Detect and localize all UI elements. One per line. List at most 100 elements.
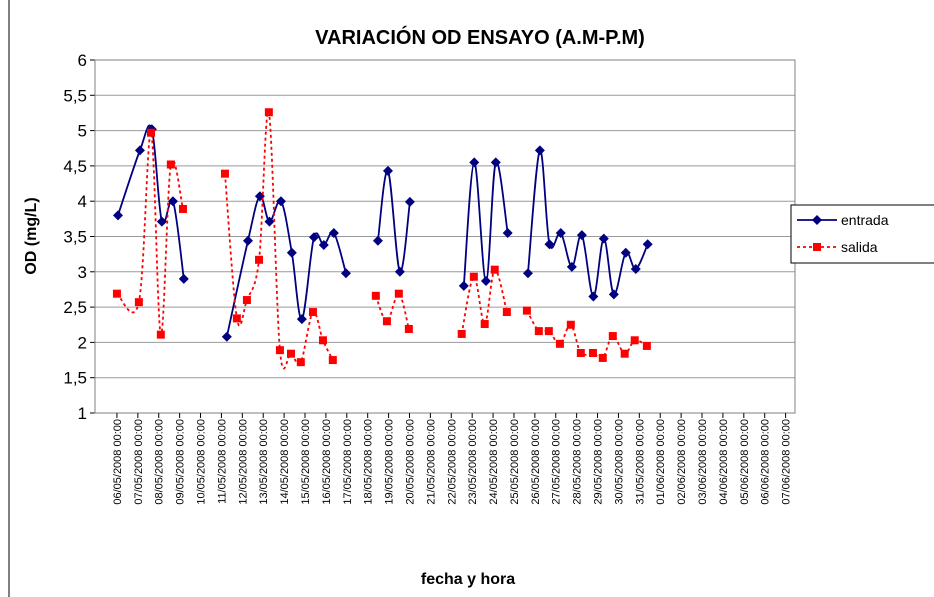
marker: [275, 346, 284, 355]
x-tick-label: 12/05/2008 00:00: [237, 419, 249, 505]
marker: [534, 327, 543, 336]
chart-frame: [8, 0, 934, 597]
x-tick-label: 01/06/2008 00:00: [655, 419, 667, 505]
marker: [469, 157, 480, 168]
marker: [458, 280, 469, 291]
x-tick-label: 31/05/2008 00:00: [634, 419, 646, 505]
x-tick-label: 22/05/2008 00:00: [446, 419, 458, 505]
marker: [255, 255, 264, 264]
y-tick-label: 6: [78, 51, 87, 70]
marker: [576, 348, 585, 357]
marker: [534, 145, 545, 156]
marker: [457, 329, 466, 338]
x-tick-label: 23/05/2008 00:00: [467, 419, 479, 505]
marker: [394, 266, 405, 277]
marker: [134, 145, 145, 156]
marker: [598, 353, 607, 362]
x-tick-label: 07/05/2008 00:00: [133, 419, 145, 505]
y-tick-label: 1,5: [63, 369, 87, 388]
marker: [502, 308, 511, 317]
x-tick-label: 26/05/2008 00:00: [530, 419, 542, 505]
chart-title: VARIACIÓN OD ENSAYO (A.M-P.M): [315, 25, 645, 49]
marker: [588, 291, 599, 302]
marker: [382, 165, 393, 176]
marker: [469, 272, 478, 281]
y-tick-label: 1: [78, 404, 87, 423]
marker: [598, 233, 609, 244]
y-tick-label: 5: [78, 122, 87, 141]
marker: [167, 196, 178, 207]
marker: [382, 317, 391, 326]
x-tick-label: 24/05/2008 00:00: [488, 419, 500, 505]
legend-label: salida: [841, 239, 878, 255]
marker: [296, 314, 307, 325]
x-tick-label: 25/05/2008 00:00: [509, 419, 521, 505]
legend-box: [790, 204, 934, 264]
marker: [372, 235, 383, 246]
x-tick-label: 29/05/2008 00:00: [593, 419, 605, 505]
marker: [394, 289, 403, 298]
marker: [287, 349, 295, 358]
marker: [566, 320, 575, 329]
marker: [178, 273, 189, 284]
marker: [156, 330, 165, 339]
x-tick-label: 06/06/2008 00:00: [760, 419, 772, 505]
marker: [480, 320, 489, 329]
x-tick-label: 03/06/2008 00:00: [697, 419, 709, 505]
marker: [555, 227, 566, 238]
marker: [328, 356, 337, 365]
marker: [630, 336, 639, 345]
x-tick-label: 11/05/2008 00:00: [216, 419, 228, 504]
x-tick-label: 06/05/2008 00:00: [112, 419, 124, 505]
marker: [490, 157, 501, 168]
x-axis-title: fecha y hora: [421, 571, 515, 588]
x-tick-label: 27/05/2008 00:00: [551, 419, 563, 505]
x-tick-label: 07/06/2008 00:00: [781, 419, 793, 505]
marker: [642, 239, 653, 250]
marker: [178, 204, 187, 213]
marker: [308, 308, 317, 317]
marker: [642, 341, 651, 350]
x-tick-label: 09/05/2008 00:00: [175, 419, 187, 505]
y-tick-label: 3,5: [63, 228, 87, 247]
y-tick-label: 4,5: [63, 157, 87, 176]
marker: [318, 239, 329, 250]
marker: [166, 160, 175, 169]
series-line: [116, 110, 648, 370]
marker: [232, 314, 241, 323]
y-tick-label: 4: [78, 192, 87, 211]
marker: [328, 227, 339, 238]
marker: [544, 327, 553, 336]
x-tick-label: 05/06/2008 00:00: [739, 419, 751, 505]
marker: [242, 296, 251, 305]
x-tick-label: 20/05/2008 00:00: [404, 419, 416, 505]
marker: [608, 289, 619, 300]
marker: [112, 289, 121, 298]
marker: [112, 210, 123, 221]
x-tick-label: 13/05/2008 00:00: [258, 419, 270, 505]
marker: [134, 298, 143, 307]
marker: [318, 336, 327, 345]
marker: [404, 324, 413, 333]
y-tick-label: 5,5: [63, 86, 87, 105]
x-tick-label: 15/05/2008 00:00: [300, 419, 312, 505]
legend-marker: [813, 243, 821, 251]
marker: [480, 275, 491, 286]
x-tick-label: 08/05/2008 00:00: [154, 419, 166, 505]
marker: [588, 348, 597, 357]
marker: [608, 332, 617, 341]
marker: [156, 216, 167, 227]
marker: [264, 216, 275, 227]
x-tick-label: 17/05/2008 00:00: [342, 419, 354, 505]
x-tick-label: 04/06/2008 00:00: [718, 419, 730, 505]
legend-marker: [812, 215, 822, 225]
marker: [264, 108, 273, 117]
y-tick-label: 2,5: [63, 298, 87, 317]
marker: [544, 239, 555, 250]
marker: [620, 349, 629, 358]
x-tick-label: 28/05/2008 00:00: [572, 419, 584, 505]
marker: [522, 268, 533, 279]
marker: [620, 247, 631, 258]
marker: [340, 268, 351, 279]
